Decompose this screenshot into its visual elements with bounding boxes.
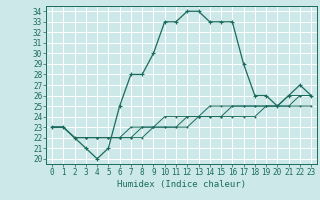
X-axis label: Humidex (Indice chaleur): Humidex (Indice chaleur)	[117, 180, 246, 189]
